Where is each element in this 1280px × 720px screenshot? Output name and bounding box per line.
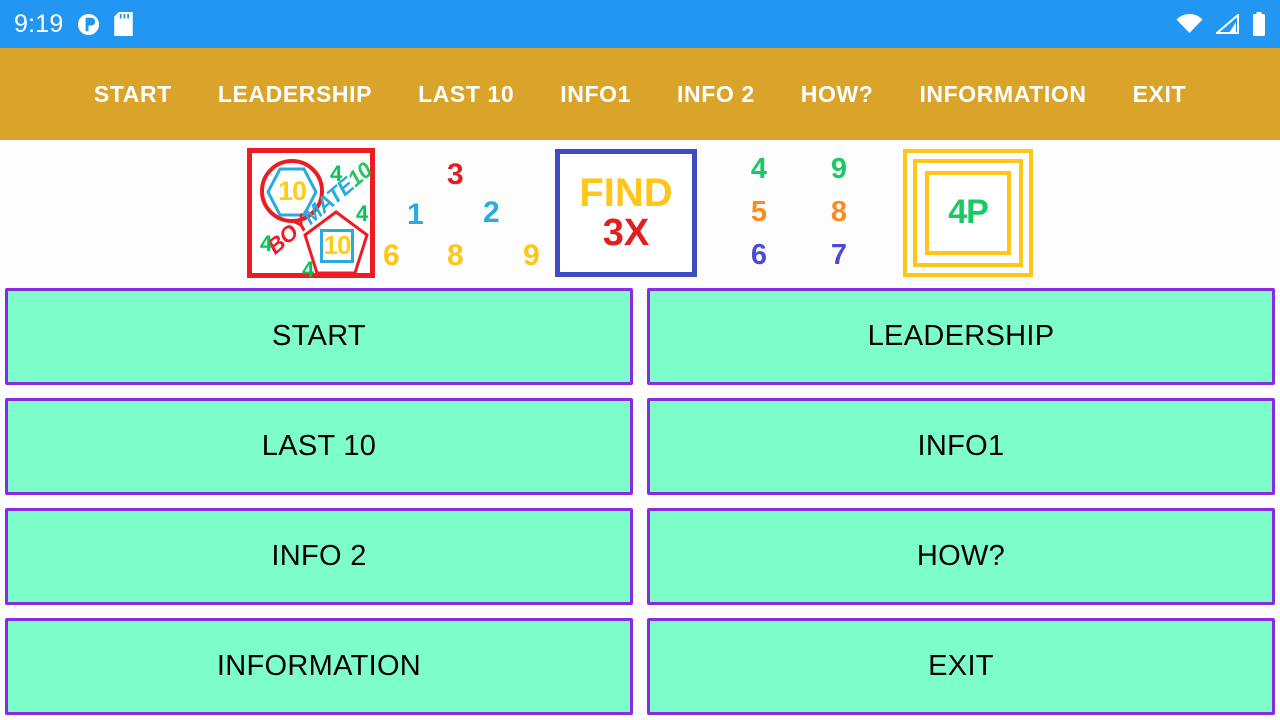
main-menu-grid: START LEADERSHIP LAST 10 INFO1 INFO 2 HO…: [0, 288, 1280, 715]
logo-corner-number-3: 4: [260, 230, 273, 256]
grid-digit-8: 8: [830, 195, 848, 228]
digit-grid-right: 4 9 5 8 6 7: [719, 148, 879, 278]
menu-button-information[interactable]: INFORMATION: [5, 618, 633, 715]
sd-card-icon: [114, 12, 134, 36]
digit-9: 9: [523, 238, 540, 272]
player-card-ring-2: [913, 158, 1023, 267]
nav-item-last-10[interactable]: LAST 10: [418, 80, 515, 107]
digit-3: 3: [447, 157, 464, 191]
logo-corner-number-1: 4: [330, 160, 343, 186]
top-nav-bar: START LEADERSHIP LAST 10 INFO1 INFO 2 HO…: [0, 48, 1280, 140]
logo-square-shape: [320, 228, 354, 263]
grid-digit-4: 4: [750, 152, 768, 185]
grid-digit-6: 6: [750, 239, 768, 272]
nav-item-info-2[interactable]: INFO 2: [677, 80, 755, 107]
menu-button-info-2[interactable]: INFO 2: [5, 508, 633, 605]
grid-digit-9: 9: [830, 152, 848, 185]
menu-button-exit[interactable]: EXIT: [647, 618, 1275, 715]
banner-strip: 10 10 BOYMATE10 4 4 4 4 3 1 2 6 8 9 FIND: [0, 140, 1280, 285]
grid-digit-5: 5: [750, 195, 768, 228]
menu-button-last-10[interactable]: LAST 10: [5, 398, 633, 495]
menu-button-info1[interactable]: INFO1: [647, 398, 1275, 495]
nav-item-leadership[interactable]: LEADERSHIP: [217, 80, 373, 107]
player-count-label: 4P: [948, 193, 989, 231]
battery-icon: [1252, 12, 1266, 36]
menu-button-how[interactable]: HOW?: [647, 508, 1275, 605]
grid-digit-7: 7: [830, 239, 848, 272]
nav-item-how[interactable]: HOW?: [800, 80, 874, 107]
digit-8: 8: [447, 238, 464, 272]
player-count-card: 4P: [903, 148, 1033, 277]
wifi-icon: [1176, 14, 1203, 34]
digit-1: 1: [407, 197, 424, 231]
status-bar-left: 9:19: [14, 9, 134, 38]
find-3x-card: FIND 3X: [555, 148, 697, 277]
find-3x-label: 3X: [602, 211, 650, 254]
find-label: FIND: [579, 170, 673, 215]
app-badge-icon: [77, 13, 100, 36]
nav-item-info1[interactable]: INFO1: [560, 80, 632, 107]
logo-pentagon-number: 10: [323, 230, 352, 260]
logo-corner-number-4: 4: [302, 256, 315, 282]
status-bar: 9:19: [0, 0, 1280, 48]
digit-cluster-left: 3 1 2 6 8 9: [383, 148, 543, 278]
menu-button-start[interactable]: START: [5, 288, 633, 385]
nav-item-information[interactable]: INFORMATION: [919, 80, 1087, 107]
digit-6: 6: [383, 238, 400, 272]
logo-circle-shape: [260, 158, 324, 223]
player-card-ring-3: [925, 170, 1011, 255]
logo-corner-number-2: 4: [356, 200, 369, 226]
boymate10-logo: 10 10 BOYMATE10 4 4 4 4: [247, 147, 377, 282]
digit-2: 2: [483, 195, 500, 229]
nav-item-start[interactable]: START: [93, 80, 172, 107]
cellular-signal-icon: [1216, 14, 1239, 34]
status-bar-right: [1176, 12, 1266, 36]
nav-item-exit[interactable]: EXIT: [1132, 80, 1187, 107]
logo-hexagon-shape: [266, 167, 318, 216]
logo-hexagon-number: 10: [277, 176, 307, 206]
status-clock: 9:19: [14, 9, 64, 38]
menu-button-leadership[interactable]: LEADERSHIP: [647, 288, 1275, 385]
